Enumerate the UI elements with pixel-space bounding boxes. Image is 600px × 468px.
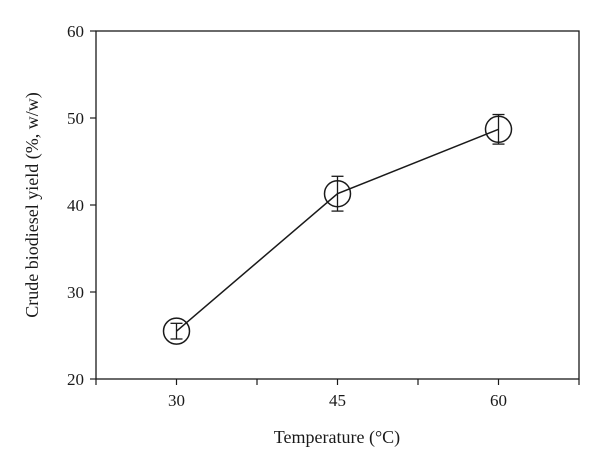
x-tick-label: 30: [168, 391, 185, 410]
data-point: [484, 115, 513, 144]
y-tick-label: 40: [67, 196, 84, 215]
x-tick-label: 60: [490, 391, 507, 410]
x-axis: 30 45 60: [95, 379, 580, 410]
series-layer: [162, 113, 513, 345]
y-axis-label: Crude biodiesel yield (%, w/w): [22, 92, 43, 317]
y-tick-label: 20: [67, 370, 84, 389]
x-axis-label: Temperature (°C): [274, 427, 400, 448]
y-axis: 20 30 40 50 60: [67, 22, 96, 389]
y-tick-label: 50: [67, 109, 84, 128]
series-line: [176, 128, 499, 332]
data-point: [323, 179, 352, 208]
x-tick-label: 45: [329, 391, 346, 410]
data-point: [162, 317, 191, 345]
y-tick-label: 60: [67, 22, 84, 41]
y-tick-label: 30: [67, 283, 84, 302]
